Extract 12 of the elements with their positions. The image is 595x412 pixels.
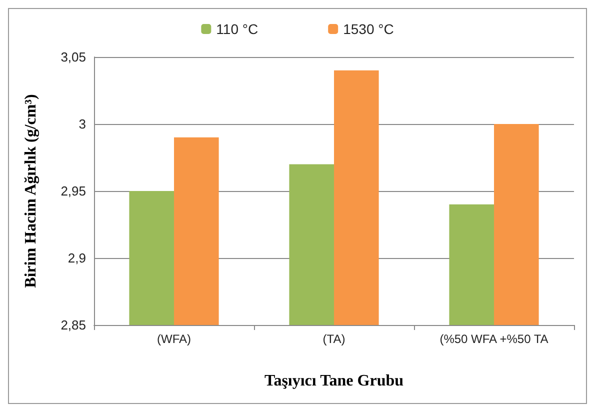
y-axis-title: Birim Hacim Ağırlık (g/cm³) bbox=[22, 94, 40, 288]
x-tick-label: (WFA) bbox=[157, 332, 191, 346]
legend-label: 1530 °C bbox=[343, 21, 394, 37]
x-tick-label: (%50 WFA +%50 TA bbox=[440, 332, 548, 346]
y-tick-label: 2,95 bbox=[60, 184, 86, 198]
y-tick-label: 2,9 bbox=[68, 250, 86, 266]
x-tick-label: (TA) bbox=[322, 332, 346, 346]
x-axis-title: Taşıyıcı Tane Grubu bbox=[264, 372, 404, 390]
y-tick-label: 3 bbox=[78, 116, 86, 132]
y-tick-label: 2,85 bbox=[60, 318, 86, 332]
legend-label: 110 °C bbox=[216, 21, 258, 37]
y-tick-label: 3,05 bbox=[60, 50, 86, 64]
